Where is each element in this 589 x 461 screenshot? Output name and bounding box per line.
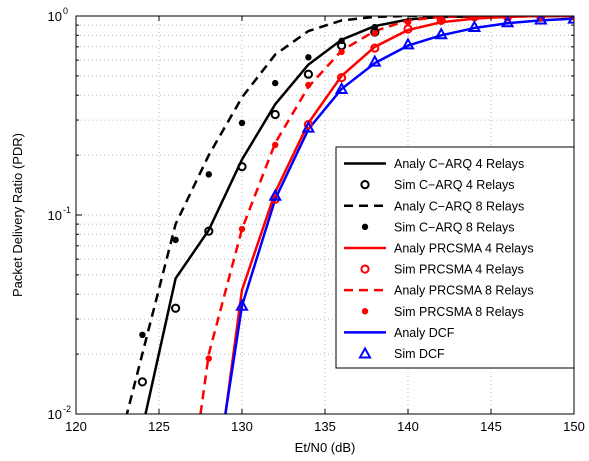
data-point-dot bbox=[361, 223, 369, 231]
legend-label-sim-dcf: Sim DCF bbox=[394, 347, 445, 361]
data-point-dot bbox=[471, 16, 478, 21]
data-point-dot bbox=[205, 355, 212, 362]
y-tick-exponent: 0 bbox=[63, 6, 68, 16]
legend-label-analy-dcf: Analy DCF bbox=[394, 326, 455, 340]
data-point-open-circle bbox=[503, 16, 513, 22]
data-point-dot bbox=[238, 119, 246, 127]
data-point-open-circle bbox=[171, 303, 181, 313]
data-point-triangle bbox=[534, 16, 548, 25]
legend-label-sim-c-arq-8-relays: Sim C−ARQ 8 Relays bbox=[394, 220, 515, 234]
data-point-dot bbox=[404, 19, 412, 26]
y-tick-exponent: -1 bbox=[63, 205, 71, 215]
data-point-dot bbox=[272, 141, 279, 149]
x-tick-label: 150 bbox=[563, 419, 585, 434]
legend: Analy C−ARQ 4 Relays Sim C−ARQ 4 Relays An… bbox=[335, 146, 575, 369]
data-point-dot bbox=[371, 29, 378, 37]
data-point-open-circle bbox=[337, 73, 347, 83]
data-point-dot bbox=[305, 54, 312, 61]
legend-label-analy-prcsma-4-relays: Analy PRCSMA 4 Relays bbox=[394, 241, 534, 255]
data-point-open-circle bbox=[303, 69, 313, 79]
data-point-open-circle bbox=[536, 16, 546, 22]
x-tick-label: 145 bbox=[480, 419, 502, 434]
data-point-dot bbox=[139, 331, 146, 339]
plot-markers bbox=[137, 16, 574, 387]
data-point-dot bbox=[305, 81, 312, 89]
x-tick-label: 125 bbox=[148, 419, 170, 434]
y-axis-label: Packet Delivery Ratio (PDR) bbox=[10, 133, 25, 297]
data-point-dot bbox=[205, 171, 212, 178]
data-point-dot bbox=[272, 79, 279, 87]
data-point-open-circle bbox=[270, 109, 280, 120]
data-point-triangle bbox=[368, 54, 382, 67]
legend-label-analy-c-arq-8-relays: Analy C−ARQ 8 Relays bbox=[394, 199, 524, 213]
data-point-triangle bbox=[500, 16, 515, 28]
data-point-dot bbox=[371, 23, 378, 31]
x-tick-label: 135 bbox=[314, 419, 336, 434]
data-point-open-circle bbox=[360, 180, 370, 190]
data-point-dot bbox=[238, 225, 246, 233]
legend-label-analy-prcsma-8-relays: Analy PRCSMA 8 Relays bbox=[394, 284, 534, 298]
y-tick-label: 10 bbox=[48, 9, 62, 24]
data-point-open-circle bbox=[370, 43, 380, 53]
data-point-triangle bbox=[235, 298, 249, 311]
data-point-triangle bbox=[467, 19, 482, 33]
x-axis-label: Et/N0 (dB) bbox=[295, 440, 356, 455]
series-line-analy-dcf bbox=[224, 17, 574, 414]
y-tick-label: 10 bbox=[48, 407, 62, 422]
data-point-triangle bbox=[434, 27, 448, 40]
data-point-dot bbox=[361, 308, 369, 315]
data-point-triangle bbox=[401, 37, 415, 50]
data-point-triangle bbox=[567, 16, 574, 24]
legend-label-sim-prcsma-8-relays: Sim PRCSMA 8 Relays bbox=[394, 305, 524, 319]
y-tick-exponent: -2 bbox=[63, 404, 71, 414]
data-point-triangle bbox=[358, 346, 372, 359]
data-point-dot bbox=[338, 48, 345, 56]
data-point-triangle bbox=[334, 81, 349, 94]
data-point-triangle bbox=[268, 188, 282, 201]
data-point-open-circle bbox=[237, 162, 247, 172]
data-point-open-circle bbox=[360, 264, 370, 274]
data-point-open-circle bbox=[204, 226, 214, 236]
x-tick-label: 120 bbox=[65, 419, 87, 434]
y-tick-label: 10 bbox=[48, 208, 62, 223]
data-point-dot bbox=[172, 236, 179, 244]
data-point-triangle bbox=[301, 120, 316, 133]
legend-label-sim-prcsma-4-relays: Sim PRCSMA 4 Relays bbox=[394, 263, 524, 277]
data-point-open-circle bbox=[137, 377, 147, 387]
data-point-dot bbox=[438, 16, 445, 22]
x-tick-label: 140 bbox=[397, 419, 419, 434]
data-point-dot bbox=[338, 37, 345, 45]
x-tick-label: 130 bbox=[231, 419, 253, 434]
legend-label-sim-c-arq-4-relays: Sim C−ARQ 4 Relays bbox=[394, 178, 515, 192]
legend-label-analy-c-arq-4-relays: Analy C−ARQ 4 Relays bbox=[394, 157, 524, 171]
